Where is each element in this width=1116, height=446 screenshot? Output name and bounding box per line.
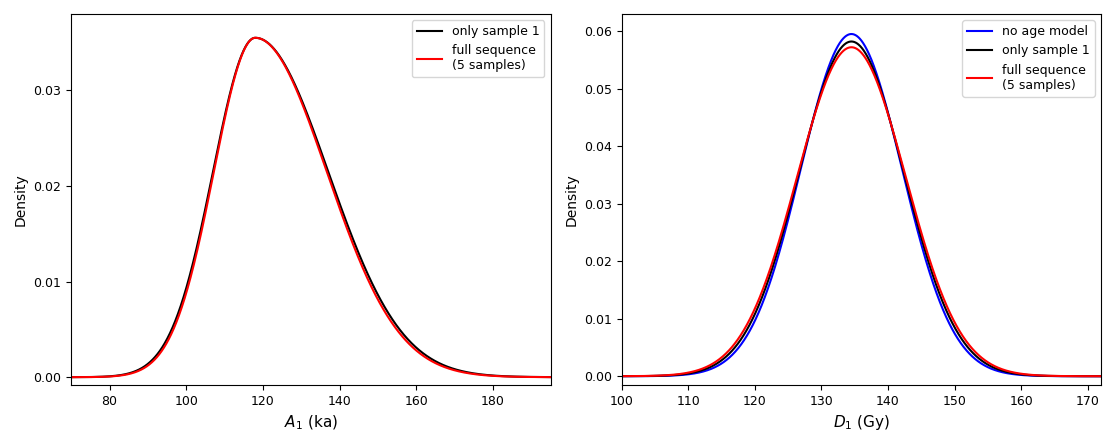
only sample 1 [639,373,653,379]
no age model [1080,373,1094,379]
Y-axis label: Density: Density [13,173,28,226]
no age model [845,31,858,37]
no age model [848,32,862,37]
full sequence
(5 samples) [639,373,653,379]
only sample 1 [249,35,262,41]
no age model [836,37,849,42]
only sample 1 [285,75,298,81]
X-axis label: $A_1$ (ka): $A_1$ (ka) [283,413,338,432]
full sequence
(5 samples) [298,107,311,112]
full sequence
(5 samples) [530,374,543,380]
only sample 1 [530,374,543,380]
only sample 1 [1080,373,1094,379]
full sequence
(5 samples) [89,374,103,380]
only sample 1 [530,374,543,380]
Legend: only sample 1, full sequence
(5 samples): only sample 1, full sequence (5 samples) [412,20,545,78]
full sequence
(5 samples) [993,366,1007,371]
no age model [639,373,653,379]
full sequence
(5 samples) [1095,373,1108,379]
full sequence
(5 samples) [285,77,298,82]
full sequence
(5 samples) [836,50,849,55]
no age model [615,373,628,379]
full sequence
(5 samples) [442,366,455,371]
Line: only sample 1: only sample 1 [71,38,550,377]
full sequence
(5 samples) [845,45,858,50]
full sequence
(5 samples) [1080,373,1094,379]
no age model [993,369,1007,374]
full sequence
(5 samples) [530,374,543,380]
only sample 1 [89,374,103,380]
only sample 1 [298,104,311,110]
only sample 1 [845,39,858,44]
only sample 1 [65,375,78,380]
Line: no age model: no age model [622,34,1101,376]
Legend: no age model, only sample 1, full sequence
(5 samples): no age model, only sample 1, full sequen… [962,20,1095,97]
only sample 1 [1095,374,1108,379]
X-axis label: $D_1$ (Gy): $D_1$ (Gy) [833,413,889,432]
only sample 1 [848,40,862,45]
Y-axis label: Density: Density [565,173,578,226]
no age model [1095,374,1108,379]
full sequence
(5 samples) [1080,373,1094,379]
full sequence
(5 samples) [848,45,862,51]
only sample 1 [1080,373,1094,379]
full sequence
(5 samples) [249,35,262,41]
only sample 1 [543,374,557,380]
only sample 1 [993,367,1007,372]
full sequence
(5 samples) [615,373,628,379]
only sample 1 [615,373,628,379]
only sample 1 [836,44,849,50]
Line: only sample 1: only sample 1 [622,41,1101,376]
no age model [1080,373,1094,379]
Line: full sequence
(5 samples): full sequence (5 samples) [622,47,1101,376]
full sequence
(5 samples) [543,375,557,380]
Line: full sequence
(5 samples): full sequence (5 samples) [71,38,550,377]
only sample 1 [442,364,455,370]
full sequence
(5 samples) [65,375,78,380]
